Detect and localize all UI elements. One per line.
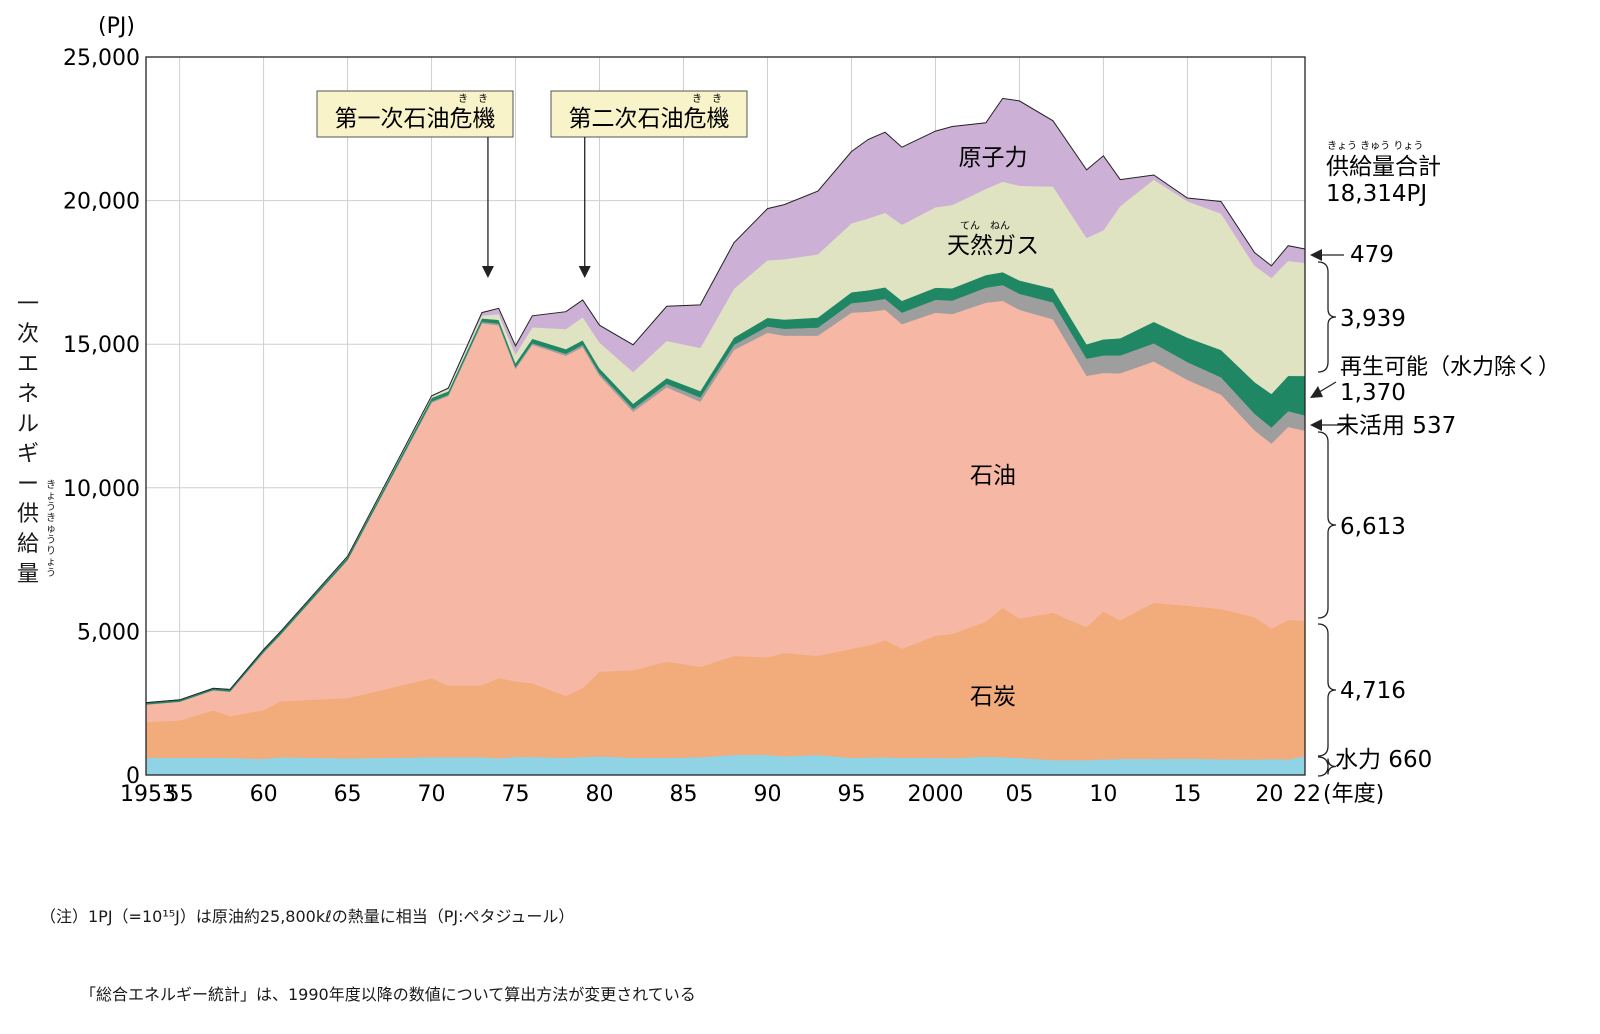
nuclear-value: 479: [1350, 242, 1394, 268]
axes: [145, 56, 1306, 776]
y-tick-label: 25,000: [63, 46, 140, 71]
footnote-1: （注）1PJ（=10¹⁵J）は原油約25,800kℓの熱量に相当（PJ:ペタジュ…: [40, 907, 575, 926]
annotation-ruby: き き: [458, 93, 488, 105]
renewable-name: 再生可能（水力除く）: [1340, 355, 1560, 380]
x-tick-label: 85: [670, 782, 698, 807]
series-label-原子力: 原子力: [959, 145, 1028, 171]
annotation-text: 第二次石油危機: [569, 106, 730, 132]
brace: [1317, 756, 1337, 777]
total-value: 18,314PJ: [1326, 181, 1427, 207]
x-tick-label: 70: [418, 782, 446, 807]
brace: [1317, 623, 1337, 757]
oil-value: 6,613: [1340, 514, 1406, 540]
series-label-石炭: 石炭: [970, 684, 1016, 710]
x-tick-label: 1953: [120, 782, 176, 807]
x-tick-label: 65: [334, 782, 362, 807]
x-tick-label: 22: [1293, 782, 1321, 807]
annotation-arrow-head: [578, 266, 591, 278]
x-tick-label: 95: [837, 782, 865, 807]
x-tick-label: 75: [502, 782, 530, 807]
x-tick-label: 10: [1089, 782, 1117, 807]
annotation-box: [316, 90, 514, 138]
y-unit-label: (PJ): [98, 14, 135, 39]
x-tick-label: 2000: [907, 782, 963, 807]
footnote-2: 「総合エネルギー統計」は、1990年度以降の数値について算出方法が変更されている: [80, 985, 696, 1004]
y-tick-label: 0: [126, 764, 140, 789]
stacked-areas: [145, 97, 1306, 776]
x-tick-label: 15: [1173, 782, 1201, 807]
plot-frame: [145, 56, 1306, 776]
unused-value: 未活用 537: [1336, 413, 1456, 439]
x-tick-label: 55: [166, 782, 194, 807]
y-tick-label: 15,000: [63, 333, 140, 358]
series-label-石油: 石油: [970, 463, 1016, 489]
annotation-arrow-head: [481, 266, 494, 278]
annotation-ruby: き き: [692, 93, 722, 105]
x-tick-label: 90: [753, 782, 781, 807]
series-label-ruby: てん ねん: [960, 220, 1010, 232]
brace: [1317, 261, 1337, 373]
brace: [1317, 431, 1337, 619]
annotation-box: [550, 90, 748, 138]
x-tick-label: 20: [1255, 782, 1283, 807]
x-tick-label: 60: [250, 782, 278, 807]
y-axis-title: 一 次 エ ネ ル ギ ー 供 給 量き ょ う き ゅ う り ょ う: [16, 292, 56, 587]
coal-value: 4,716: [1340, 678, 1406, 704]
annotation-text: 第一次石油危機: [335, 106, 496, 132]
y-tick-label: 5,000: [77, 620, 140, 645]
y-axis-title-ruby: き ょ う き ゅ う り ょ う: [46, 480, 56, 579]
series-label-天然ガス: 天然ガス: [947, 233, 1039, 259]
total-line: [145, 97, 1306, 704]
x-tick-label: 80: [586, 782, 614, 807]
total-ruby: きょう きゅう りょう: [1327, 140, 1423, 152]
pointer-arrow-head: [1310, 249, 1322, 261]
x-tick-label: 05: [1005, 782, 1033, 807]
hydro-value: 水力 660: [1335, 747, 1432, 773]
y-tick-label: 10,000: [63, 477, 140, 502]
x-unit-label: (年度): [1323, 782, 1384, 807]
gas-value: 3,939: [1340, 306, 1406, 332]
renewable-value: 1,370: [1340, 380, 1406, 406]
pointer-arrow-head: [1310, 419, 1322, 431]
footnotes: （注）1PJ（=10¹⁵J）は原油約25,800kℓの熱量に相当（PJ:ペタジュ…: [40, 852, 696, 1034]
y-tick-label: 20,000: [63, 190, 140, 215]
total-title: 供給量合計: [1326, 154, 1441, 180]
pointer-arrow-head: [1310, 386, 1323, 398]
